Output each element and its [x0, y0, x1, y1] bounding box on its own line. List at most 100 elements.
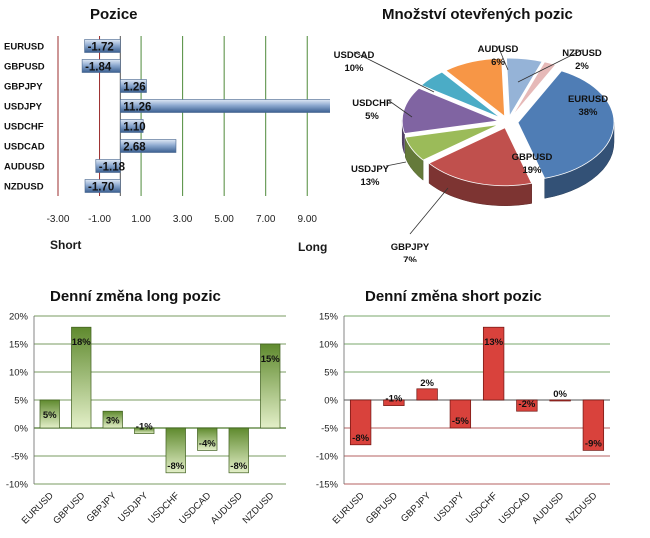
position-bar	[120, 79, 147, 93]
change-bar	[134, 427, 155, 434]
value-label: -1.84	[85, 62, 112, 74]
bar-value-label: -2%	[518, 399, 535, 410]
change-bar	[102, 410, 123, 429]
y-tick-label: -15%	[316, 480, 339, 491]
change-bar	[39, 399, 60, 429]
pie-slice-label: GBPUSD	[512, 152, 553, 163]
y-tick-label: 20%	[9, 312, 29, 323]
short-label: Short	[50, 238, 82, 252]
x-category-label: USDJPY	[116, 490, 151, 525]
change-bar	[228, 427, 249, 474]
pie-slice-percent: 6%	[491, 57, 505, 68]
category-label: EURUSD	[4, 42, 44, 53]
long-label: Long	[298, 240, 328, 254]
value-label: -1.72	[88, 42, 114, 54]
value-label: -1.18	[99, 162, 126, 174]
pie-slice-percent: 5%	[365, 111, 379, 122]
category-label: NZDUSD	[4, 182, 44, 193]
y-tick-label: 5%	[324, 368, 338, 379]
pie-slice-percent: 19%	[522, 165, 542, 176]
x-tick-label: 5.00	[214, 214, 234, 225]
x-tick-label: 7.00	[256, 214, 276, 225]
short-change-title: Denní změna short pozic	[365, 288, 542, 305]
pie-leader-line	[497, 45, 509, 71]
category-label: AUDUSD	[4, 162, 45, 173]
value-label: 2.68	[123, 142, 146, 154]
pie-slice	[428, 127, 533, 187]
change-bar	[349, 399, 372, 446]
bar-value-label: 18%	[72, 337, 92, 348]
pie-leader-line	[387, 99, 413, 118]
pie-leader-line	[409, 187, 449, 235]
x-category-label: NZDUSD	[241, 490, 277, 526]
bar-value-label: 0%	[553, 389, 567, 400]
change-bar	[416, 388, 438, 401]
bar-value-label: -1%	[385, 394, 402, 405]
category-label: GBPUSD	[4, 62, 45, 73]
bar-value-label: 5%	[43, 410, 57, 421]
pie-slice-label: USDCHF	[352, 98, 392, 109]
positions-chart-panel: Pozice -3.00 -1.00 1.00 3.00 5.00 7.00 9.00 EUR…	[0, 0, 330, 262]
bar-value-label: -8%	[230, 461, 247, 472]
change-bar	[383, 399, 405, 406]
change-bar	[165, 427, 186, 474]
position-bar	[84, 179, 121, 193]
position-bar	[95, 159, 121, 173]
change-bar	[516, 399, 538, 412]
value-label: 1.10	[123, 122, 145, 134]
category-label: USDCAD	[4, 142, 45, 153]
bar-value-label: 3%	[106, 416, 120, 427]
pie-slice	[506, 57, 543, 118]
bar-value-label: -9%	[585, 438, 602, 449]
y-tick-label: 15%	[319, 312, 339, 323]
pie-slice-label: AUDUSD	[478, 44, 519, 55]
bar-value-label: 15%	[261, 354, 281, 365]
position-bar	[81, 59, 121, 73]
pie-leader-line	[353, 51, 435, 93]
change-bar	[260, 343, 281, 429]
pie-slice-percent: 13%	[360, 177, 380, 188]
x-category-label: EURUSD	[331, 490, 367, 526]
x-category-label: AUDUSD	[530, 490, 566, 526]
change-bar	[197, 427, 218, 451]
y-tick-label: 0%	[324, 396, 338, 407]
category-label: GBPJPY	[4, 82, 43, 93]
y-tick-label: 0%	[14, 424, 28, 435]
category-label: USDCHF	[4, 122, 44, 133]
pie-slice-percent: 2%	[575, 61, 589, 72]
change-bar	[449, 399, 472, 429]
pie-slice-label: USDJPY	[351, 164, 390, 175]
positions-chart-title: Pozice	[90, 6, 138, 23]
pie-slice	[445, 57, 506, 118]
pie-slice-label: USDCAD	[334, 50, 375, 61]
open-positions-pie: EURUSD 38% GBPUSD 19% GBPJPY 7% USDJPY 13% USDCH…	[334, 44, 615, 262]
position-bar	[120, 119, 144, 133]
y-tick-label: -10%	[316, 452, 339, 463]
short-change-chart: -15% -10% -5% 0% 5% 10% 15% -8% EURUSD -1% GBPUSD 2…	[316, 312, 610, 526]
x-category-label: GBPUSD	[51, 490, 87, 526]
pie-leader-line	[385, 161, 407, 167]
x-category-label: EURUSD	[20, 490, 56, 526]
long-change-title: Denní změna long pozic	[50, 288, 221, 305]
x-tick-label: -3.00	[47, 214, 70, 225]
x-category-label: AUDUSD	[209, 490, 245, 526]
pie-slice-percent: 7%	[403, 255, 417, 262]
pie-slice-label: NZDUSD	[562, 48, 602, 59]
pie-chart-title: Množství otevřených pozic	[382, 6, 573, 23]
x-tick-label: 3.00	[173, 214, 193, 225]
bar-value-label: -4%	[199, 438, 216, 449]
pie-slice-label: EURUSD	[568, 94, 608, 105]
x-category-label: GBPUSD	[364, 490, 400, 526]
x-category-label: USDCHF	[464, 490, 500, 526]
x-category-label: USDCAD	[177, 490, 213, 526]
y-tick-label: 10%	[319, 340, 339, 351]
y-tick-label: -5%	[321, 424, 338, 435]
bar-value-label: -8%	[167, 461, 184, 472]
x-tick-label: -1.00	[88, 214, 111, 225]
x-tick-label: 9.00	[297, 214, 317, 225]
y-tick-label: 15%	[9, 340, 29, 351]
bar-value-label: 13%	[484, 337, 504, 348]
value-label: 11.26	[123, 102, 151, 114]
pie-slice	[511, 61, 557, 117]
change-bar	[71, 326, 92, 429]
